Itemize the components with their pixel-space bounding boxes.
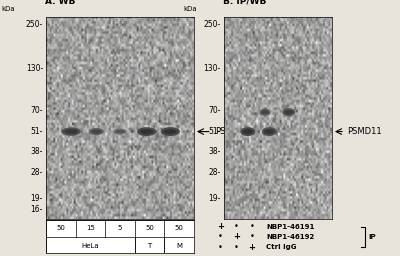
Text: 51-: 51- xyxy=(31,127,43,136)
Text: 50: 50 xyxy=(145,226,154,231)
Text: 130-: 130- xyxy=(26,64,43,73)
Text: •: • xyxy=(234,243,238,252)
Text: NBP1-46192: NBP1-46192 xyxy=(266,234,314,240)
Text: kDa: kDa xyxy=(183,6,196,12)
Text: 19-: 19- xyxy=(31,194,43,203)
Text: +: + xyxy=(217,222,224,231)
Text: Ctrl IgG: Ctrl IgG xyxy=(266,244,296,250)
Text: •: • xyxy=(250,232,254,241)
Text: 38-: 38- xyxy=(31,147,43,156)
Text: B. IP/WB: B. IP/WB xyxy=(223,0,266,6)
Ellipse shape xyxy=(284,110,293,114)
Ellipse shape xyxy=(282,108,295,116)
Ellipse shape xyxy=(261,110,269,114)
Text: A. WB: A. WB xyxy=(44,0,75,6)
Text: •: • xyxy=(234,222,238,231)
Ellipse shape xyxy=(113,129,127,135)
Ellipse shape xyxy=(62,127,81,136)
Text: IP: IP xyxy=(368,234,376,240)
Text: •: • xyxy=(218,243,223,252)
Ellipse shape xyxy=(137,127,156,136)
Ellipse shape xyxy=(240,127,255,136)
Text: 51-: 51- xyxy=(208,127,221,136)
Text: •: • xyxy=(250,222,254,231)
Text: NBP1-46191: NBP1-46191 xyxy=(266,224,314,230)
Ellipse shape xyxy=(89,128,104,135)
Text: •: • xyxy=(218,232,223,241)
Ellipse shape xyxy=(260,109,270,116)
Ellipse shape xyxy=(140,129,153,134)
Text: 250-: 250- xyxy=(26,20,43,29)
Text: 15: 15 xyxy=(86,226,95,231)
Text: 50: 50 xyxy=(175,226,184,231)
Ellipse shape xyxy=(161,127,180,136)
Text: 130-: 130- xyxy=(204,64,221,73)
Ellipse shape xyxy=(115,130,125,133)
Text: 70-: 70- xyxy=(208,106,221,115)
Text: 5: 5 xyxy=(118,226,122,231)
Ellipse shape xyxy=(91,130,102,134)
Ellipse shape xyxy=(164,129,177,134)
Text: kDa: kDa xyxy=(2,6,15,12)
Text: 250-: 250- xyxy=(204,20,221,29)
Ellipse shape xyxy=(64,129,78,134)
Text: M: M xyxy=(176,243,182,249)
Text: +: + xyxy=(233,232,240,241)
Text: HeLa: HeLa xyxy=(82,243,99,249)
Ellipse shape xyxy=(264,129,275,134)
Text: 19-: 19- xyxy=(208,194,221,203)
Ellipse shape xyxy=(262,127,277,136)
Text: 16-: 16- xyxy=(31,205,43,214)
Text: 70-: 70- xyxy=(30,106,43,115)
Text: 28-: 28- xyxy=(31,168,43,177)
Text: PSMD11: PSMD11 xyxy=(347,127,382,136)
Text: PSMD11: PSMD11 xyxy=(215,127,249,136)
Text: +: + xyxy=(248,243,256,252)
Text: T: T xyxy=(148,243,152,249)
Text: 38-: 38- xyxy=(208,147,221,156)
Text: 28-: 28- xyxy=(208,168,221,177)
Ellipse shape xyxy=(242,129,253,134)
Text: 50: 50 xyxy=(56,226,65,231)
